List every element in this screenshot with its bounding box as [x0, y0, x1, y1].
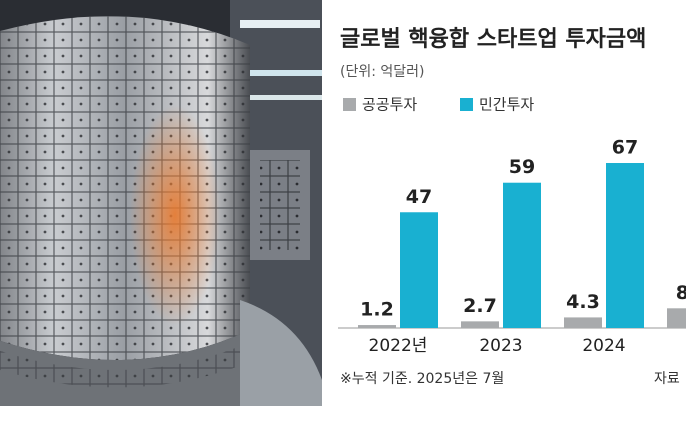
legend-label: 민간투자	[479, 96, 534, 114]
chart-title: 글로벌 핵융합 스타트업 투자금액	[340, 26, 646, 52]
bar	[667, 308, 686, 328]
x-tick-label: 2022년	[369, 336, 428, 356]
value-label: 2.7	[463, 295, 497, 317]
value-label: 4.3	[566, 291, 600, 313]
photo	[0, 0, 322, 406]
bar	[358, 325, 396, 328]
value-label: 67	[612, 137, 638, 159]
value-label: 47	[406, 186, 432, 208]
legend-swatch	[343, 98, 356, 111]
footnote: ※누적 기준. 2025년은 7월	[340, 371, 504, 387]
legend-swatch	[460, 98, 473, 111]
x-tick-label: 2024	[582, 336, 625, 356]
bar	[461, 321, 499, 328]
subtitle: (단위: 억달러)	[340, 64, 425, 80]
bar	[606, 163, 644, 328]
bar	[400, 212, 438, 328]
value-label: 1.2	[360, 299, 394, 321]
source: 자료	[654, 371, 680, 387]
bar	[503, 182, 541, 328]
bar	[564, 317, 602, 328]
value-label: 8.	[676, 282, 686, 304]
x-tick-label: 2023	[479, 336, 522, 356]
legend-label: 공공투자	[362, 96, 417, 114]
value-label: 59	[509, 156, 535, 178]
